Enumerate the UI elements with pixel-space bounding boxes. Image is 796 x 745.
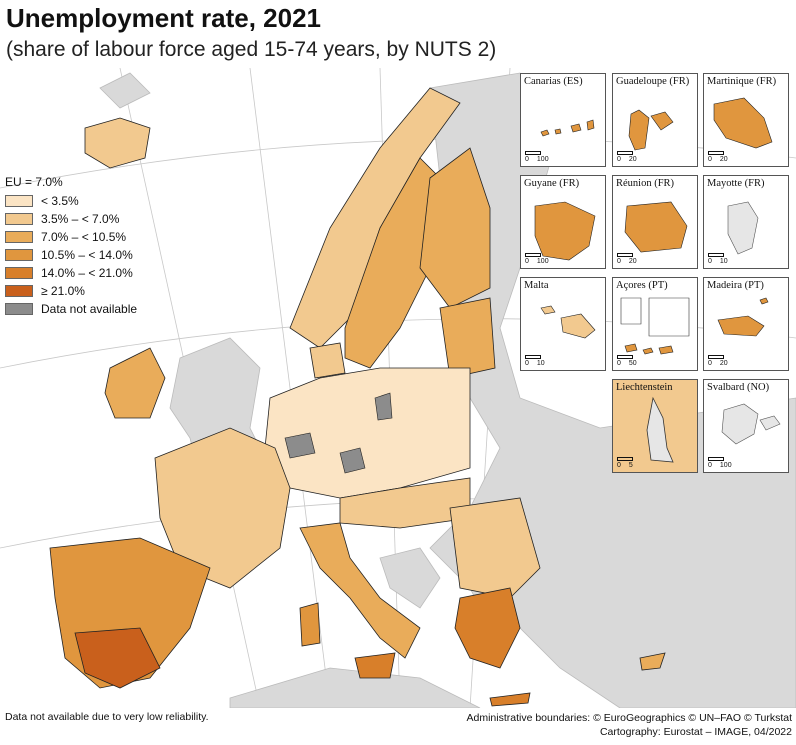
legend-item: 3.5% – < 7.0% [5,210,137,228]
inset-scale: 0 10 [525,355,545,367]
legend-swatch [5,267,33,279]
inset-label: Réunion (FR) [616,178,675,189]
inset-scale: 0 100 [525,253,549,265]
legend-item: ≥ 21.0% [5,282,137,300]
inset-scale: 0 50 [617,355,637,367]
inset-label: Malta [524,280,549,291]
legend-label: Data not available [41,302,138,316]
legend-item: 14.0% – < 21.0% [5,264,137,282]
region-andalucia [74,627,161,689]
inset-scale: 0 20 [617,253,637,265]
region-france [154,427,291,589]
inset-scale: 0 20 [708,355,728,367]
legend-label: 14.0% – < 21.0% [41,266,133,280]
legend-label: 7.0% – < 10.5% [41,230,127,244]
legend-item: Data not available [5,300,137,318]
inset-scale: 0 20 [708,151,728,163]
region-finland [419,147,491,309]
inset-label: Guadeloupe (FR) [616,76,690,87]
region-italy [299,522,421,659]
legend-item: < 3.5% [5,192,137,210]
region-iceland [84,117,151,169]
inset-label: Madeira (PT) [707,280,764,291]
inset-mayotte: Mayotte (FR) 0 10 [703,175,789,269]
legend-label: ≥ 21.0% [41,284,85,298]
legend-swatch [5,249,33,261]
inset-reunion: Réunion (FR) 0 20 [612,175,698,269]
region-sardinia [299,602,321,647]
inset-label: Canarias (ES) [524,76,583,87]
legend-swatch [5,195,33,207]
legend: EU = 7.0% < 3.5% 3.5% – < 7.0% 7.0% – < … [5,175,137,318]
legend-swatch [5,285,33,297]
region-na-2 [339,447,366,474]
credits: Administrative boundaries: © EuroGeograp… [466,711,792,739]
inset-martinique: Martinique (FR) 0 20 [703,73,789,167]
inset-scale: 0 100 [525,151,549,163]
legend-item: 7.0% – < 10.5% [5,228,137,246]
region-central-europe [264,367,471,499]
region-na-3 [374,392,393,421]
credits-cartography: Cartography: Eurostat – IMAGE, 04/2022 [599,726,792,738]
region-ireland [104,347,166,419]
legend-title: EU = 7.0% [5,175,63,189]
inset-label: Guyane (FR) [524,178,580,189]
inset-canarias: Canarias (ES) 0 100 [520,73,606,167]
inset-guadeloupe: Guadeloupe (FR) 0 20 [612,73,698,167]
region-crete [489,692,531,707]
legend-swatch [5,303,33,315]
inset-malta: Malta 0 10 [520,277,606,371]
legend-label: 10.5% – < 14.0% [41,248,133,262]
legend-label: 3.5% – < 7.0% [41,212,120,226]
inset-madeira: Madeira (PT) 0 20 [703,277,789,371]
legend-item: 10.5% – < 14.0% [5,246,137,264]
inset-scale: 0 100 [708,457,732,469]
inset-acores: Açores (PT) 0 50 [612,277,698,371]
inset-label: Liechtenstein [616,382,673,393]
region-norway [289,87,461,349]
map-subtitle: (share of labour force aged 15-74 years,… [6,38,497,61]
inset-label: Mayotte (FR) [707,178,765,189]
region-romania-bulgaria [449,497,541,599]
map-title: Unemployment rate, 2021 [6,3,322,33]
region-na-1 [284,432,316,459]
footnote: Data not available due to very low relia… [5,711,209,723]
legend-swatch [5,213,33,225]
inset-label: Açores (PT) [616,280,668,291]
inset-guyane: Guyane (FR) 0 100 [520,175,606,269]
region-baltics [439,297,496,379]
region-sicily [354,652,396,679]
region-denmark [309,342,346,379]
legend-label: < 3.5% [41,194,79,208]
legend-swatch [5,231,33,243]
region-cyprus [639,652,666,671]
inset-label: Svalbard (NO) [707,382,770,393]
inset-svalbard: Svalbard (NO) 0 100 [703,379,789,473]
europe-map [0,68,796,708]
inset-scale: 0 10 [708,253,728,265]
inset-scale: 0 20 [617,151,637,163]
inset-label: Martinique (FR) [707,76,777,87]
region-greece [454,587,521,669]
credits-boundaries: Administrative boundaries: © EuroGeograp… [466,712,792,724]
